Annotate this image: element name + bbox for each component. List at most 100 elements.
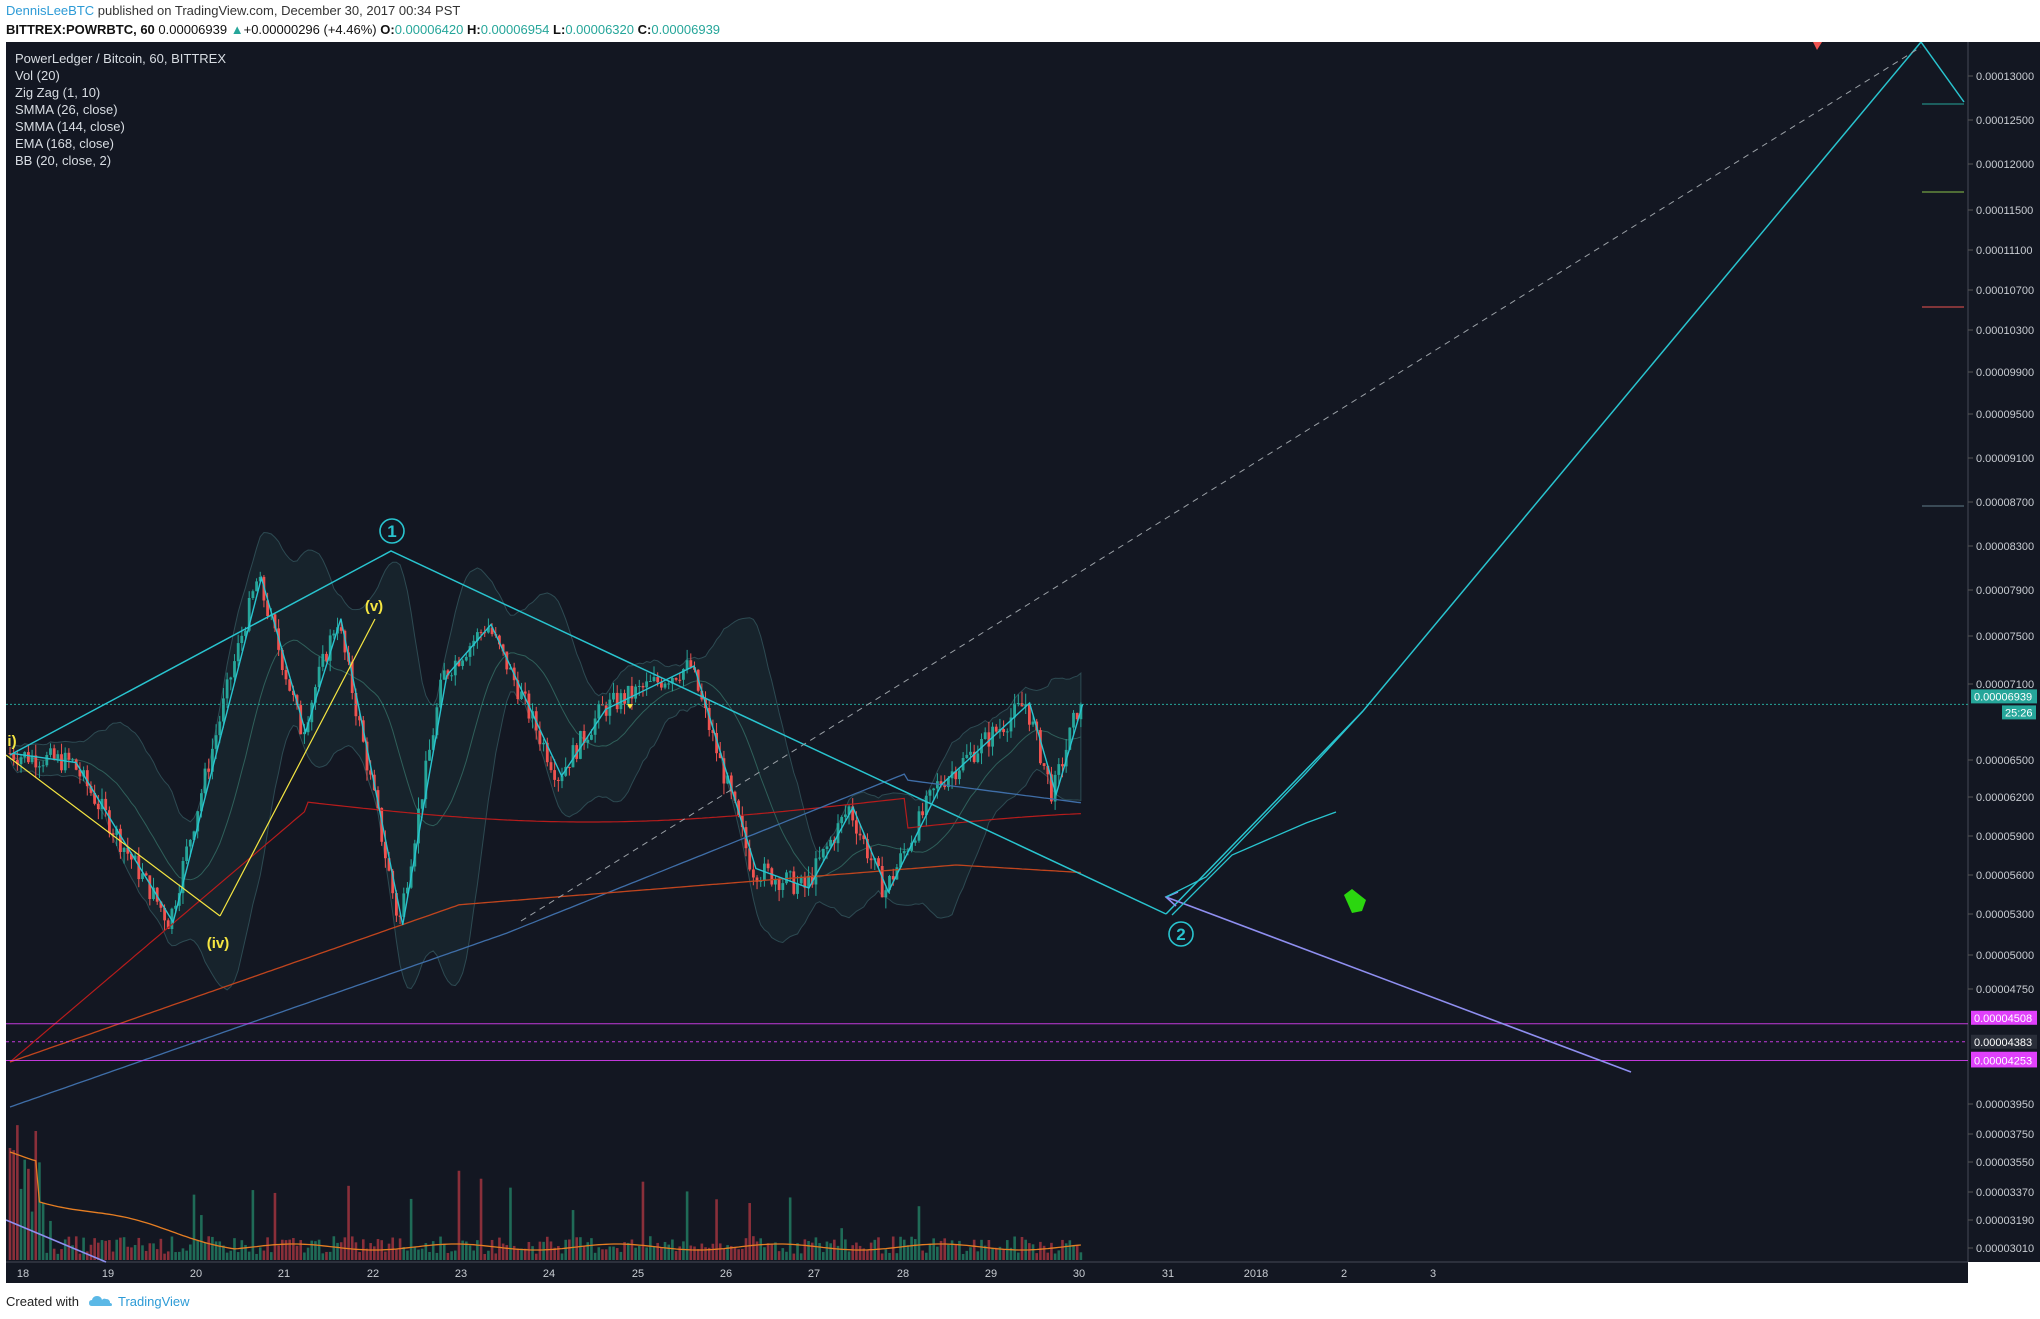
volume-bar	[637, 1245, 641, 1260]
candle-body	[755, 877, 759, 882]
candle-body	[818, 857, 821, 859]
y-tick-label: 0.00005600	[1976, 870, 2034, 882]
red-marker-icon	[1813, 42, 1822, 50]
volume-bar	[954, 1244, 958, 1260]
wave-label: 1	[387, 522, 396, 541]
candle-body	[1061, 764, 1064, 767]
candle-body	[899, 853, 902, 868]
candle-body	[939, 781, 943, 785]
volume-bar	[604, 1249, 608, 1260]
volume-bar	[593, 1252, 597, 1260]
y-tick-label: 0.00009900	[1976, 367, 2034, 379]
volume-bar	[733, 1247, 737, 1260]
candle-body	[752, 869, 755, 878]
candle-body	[685, 660, 689, 670]
volume-bar	[755, 1241, 759, 1260]
candle-body	[1042, 763, 1046, 766]
volume-bar	[1017, 1252, 1020, 1260]
price-tag	[2002, 705, 2036, 720]
candle-body	[634, 686, 637, 699]
candle-body	[468, 646, 472, 657]
candle-body	[737, 800, 740, 816]
volume-bar	[498, 1237, 501, 1260]
smma-26-line	[9, 797, 1081, 1063]
volume-bar	[505, 1245, 509, 1260]
price-change: +0.00000296 (+4.46%)	[243, 22, 377, 37]
wave-label: i)	[7, 733, 16, 750]
y-tick-label: 0.00008700	[1976, 497, 2034, 509]
candle-body	[877, 858, 880, 866]
legend-item[interactable]: EMA (168, close)	[15, 136, 114, 151]
candle-body	[571, 745, 575, 768]
volume-bar	[494, 1253, 498, 1260]
candle-body	[652, 677, 656, 681]
candle-body	[774, 879, 777, 885]
candle-body	[549, 762, 553, 771]
candle-body	[858, 833, 862, 836]
volume-bar	[737, 1249, 740, 1260]
legend-item[interactable]: Zig Zag (1, 10)	[15, 85, 100, 100]
legend-item[interactable]: PowerLedger / Bitcoin, 60, BITTREX	[15, 51, 226, 66]
volume-bar	[549, 1241, 553, 1260]
candle-body	[630, 685, 634, 699]
wave-3-projection	[1362, 42, 1922, 712]
candle-body	[729, 775, 733, 792]
candle-body	[12, 753, 16, 760]
volume-bar	[273, 1192, 277, 1260]
candle-body	[520, 691, 523, 699]
candle-body	[807, 875, 810, 888]
legend-item[interactable]: BB (20, close, 2)	[15, 153, 111, 168]
candle-body	[280, 649, 284, 670]
candle-body	[553, 770, 556, 780]
volume-bar	[155, 1249, 159, 1260]
candle-body	[203, 768, 207, 794]
volume-bar	[781, 1248, 785, 1260]
time-axis[interactable]	[6, 1262, 1968, 1283]
candle-body	[321, 653, 325, 667]
volume-bar	[350, 1236, 354, 1260]
volume-bar	[667, 1244, 671, 1260]
volume-bar	[833, 1239, 836, 1260]
volume-bar	[741, 1248, 744, 1260]
volume-bar	[19, 1188, 23, 1260]
volume-bar	[987, 1240, 991, 1260]
x-tick-label: 28	[897, 1268, 909, 1280]
legend-item[interactable]: SMMA (26, close)	[15, 102, 118, 117]
candle-body	[682, 669, 685, 680]
legend-item[interactable]: Vol (20)	[15, 68, 60, 83]
volume-bar	[321, 1253, 325, 1260]
volume-bar	[100, 1240, 104, 1260]
legend-item[interactable]: SMMA (144, close)	[15, 119, 125, 134]
candle-body	[56, 754, 60, 759]
candle-body	[568, 766, 571, 768]
author-link[interactable]: DennisLeeBTC	[6, 3, 95, 18]
candle-body	[439, 679, 442, 708]
volume-bar	[796, 1243, 799, 1260]
candle-body	[902, 851, 906, 854]
price-chart[interactable]: 1 2 (iv) (v) i) 0.00013000 0.00012500 0.000120…	[6, 42, 2040, 1283]
volume-bar	[185, 1250, 188, 1260]
volume-bar	[516, 1248, 520, 1260]
volume-bar	[1046, 1252, 1050, 1260]
volume-bar	[917, 1206, 921, 1260]
x-tick-label: 26	[720, 1268, 732, 1280]
volume-bar	[928, 1243, 932, 1260]
volume-bar	[78, 1253, 82, 1260]
volume-bar	[67, 1236, 71, 1260]
y-tick-label: 0.00006200	[1976, 792, 2034, 804]
volume-bar	[722, 1248, 726, 1260]
volume-bar	[200, 1215, 203, 1260]
candle-body	[402, 893, 406, 917]
price-axis[interactable]	[1968, 42, 2040, 1262]
y-tick-label: 0.00003010	[1976, 1243, 2034, 1255]
y-tick-label: 0.00007100	[1976, 679, 2034, 691]
candle-body	[30, 755, 34, 763]
volume-bar	[487, 1250, 490, 1260]
candle-body	[913, 840, 917, 843]
volume-bar	[836, 1245, 840, 1260]
candle-body	[523, 691, 527, 694]
tradingview-brand-link[interactable]: TradingView	[118, 1294, 190, 1309]
candle-body	[233, 661, 236, 678]
volume-bar	[906, 1245, 910, 1260]
candle-body	[766, 863, 770, 869]
